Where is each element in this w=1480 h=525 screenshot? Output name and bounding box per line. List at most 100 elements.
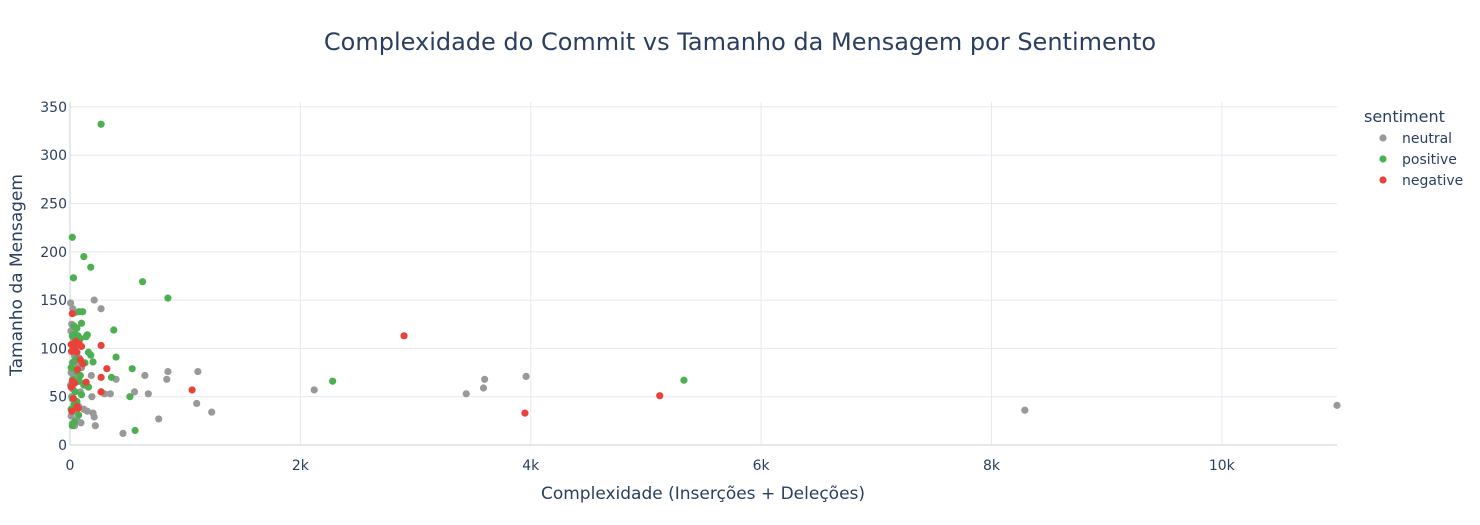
data-point-negative[interactable] [521, 409, 529, 417]
data-point-neutral[interactable] [1333, 401, 1341, 409]
data-point-positive[interactable] [68, 422, 76, 430]
data-point-neutral[interactable] [163, 375, 171, 383]
grid-layer [69, 102, 1337, 446]
data-point-positive[interactable] [164, 294, 172, 302]
y-tick-label: 350 [40, 100, 67, 116]
data-point-positive[interactable] [87, 351, 95, 359]
legend-title: sentiment [1364, 107, 1445, 126]
data-point-neutral[interactable] [208, 408, 216, 416]
legend-items: neutral positive negative [1379, 131, 1463, 189]
data-point-positive[interactable] [75, 411, 83, 419]
data-point-negative[interactable] [79, 360, 87, 368]
data-point-neutral[interactable] [193, 399, 201, 408]
data-point-positive[interactable] [76, 371, 84, 380]
data-point-positive[interactable] [69, 274, 78, 282]
data-point-neutral[interactable] [90, 413, 98, 421]
data-point-negative[interactable] [68, 309, 76, 318]
data-point-neutral[interactable] [90, 296, 98, 304]
data-point-positive[interactable] [79, 308, 87, 316]
data-point-neutral[interactable] [1021, 406, 1029, 414]
series-positive [67, 120, 688, 435]
data-point-positive[interactable] [71, 388, 79, 396]
data-point-neutral[interactable] [155, 415, 163, 423]
x-tick-label: 10k [1209, 458, 1236, 474]
data-point-positive[interactable] [69, 358, 78, 366]
data-point-negative[interactable] [97, 388, 105, 396]
data-point-neutral[interactable] [194, 367, 202, 376]
data-point-positive[interactable] [87, 263, 95, 271]
data-point-positive[interactable] [112, 353, 120, 361]
data-point-positive[interactable] [73, 324, 81, 332]
series-negative [67, 309, 664, 417]
data-point-neutral[interactable] [106, 390, 114, 398]
legend-label-negative[interactable]: negative [1402, 173, 1463, 189]
data-point-positive[interactable] [67, 364, 75, 372]
data-point-positive[interactable] [110, 326, 118, 334]
y-tick-label: 200 [40, 245, 67, 261]
data-point-negative[interactable] [82, 378, 90, 386]
data-point-neutral[interactable] [119, 429, 127, 438]
data-point-neutral[interactable] [144, 390, 152, 398]
chart-title: Complexidade do Commit vs Tamanho da Men… [324, 28, 1156, 56]
y-tick-label: 50 [49, 390, 67, 406]
legend-label-positive[interactable]: positive [1402, 152, 1457, 168]
y-axis-title: Tamanho da Mensagem [7, 174, 27, 377]
data-point-positive[interactable] [131, 426, 139, 435]
data-point-positive[interactable] [68, 233, 76, 241]
data-point-neutral[interactable] [91, 422, 99, 430]
data-point-positive[interactable] [107, 373, 116, 381]
data-point-positive[interactable] [329, 377, 337, 385]
data-point-neutral[interactable] [479, 384, 488, 392]
data-point-neutral[interactable] [77, 419, 85, 427]
data-point-neutral[interactable] [130, 388, 139, 396]
data-point-neutral[interactable] [164, 367, 172, 376]
legend-marker-neutral[interactable] [1379, 134, 1387, 142]
data-point-positive[interactable] [138, 278, 147, 286]
data-point-positive[interactable] [126, 393, 134, 401]
data-point-neutral[interactable] [141, 371, 149, 380]
legend: sentiment neutral positive negative [1364, 107, 1463, 189]
legend-marker-positive[interactable] [1379, 155, 1387, 163]
data-point-neutral[interactable] [66, 299, 75, 307]
data-point-positive[interactable] [680, 376, 688, 384]
data-point-negative[interactable] [97, 373, 105, 381]
data-point-negative[interactable] [188, 386, 196, 394]
data-point-negative[interactable] [73, 366, 82, 374]
data-point-negative[interactable] [74, 404, 82, 412]
data-point-negative[interactable] [67, 383, 75, 391]
legend-label-neutral[interactable]: neutral [1402, 131, 1452, 147]
data-point-neutral[interactable] [522, 372, 530, 380]
data-point-neutral[interactable] [83, 407, 91, 415]
series-neutral [66, 296, 1341, 438]
data-point-negative[interactable] [656, 392, 664, 400]
data-point-positive[interactable] [128, 365, 136, 373]
data-point-negative[interactable] [97, 341, 105, 350]
y-tick-label: 300 [40, 148, 67, 164]
data-point-neutral[interactable] [88, 393, 96, 401]
data-point-negative[interactable] [73, 348, 81, 356]
data-point-positive[interactable] [77, 391, 86, 399]
data-point-positive[interactable] [97, 120, 105, 128]
y-tick-label: 150 [40, 293, 67, 309]
data-point-neutral[interactable] [97, 305, 105, 313]
data-point-positive[interactable] [80, 252, 88, 261]
data-point-neutral[interactable] [310, 386, 318, 394]
data-point-positive[interactable] [82, 333, 90, 341]
y-tick-label: 0 [58, 438, 67, 454]
data-point-neutral[interactable] [481, 375, 489, 383]
data-point-neutral[interactable] [462, 390, 470, 398]
x-tick-label: 2k [292, 458, 310, 474]
data-point-negative[interactable] [69, 395, 78, 403]
data-point-positive[interactable] [77, 319, 86, 327]
x-tick-label: 8k [983, 458, 1001, 474]
y-tick-label: 250 [40, 196, 67, 212]
data-point-negative[interactable] [77, 342, 86, 351]
legend-marker-negative[interactable] [1379, 176, 1387, 184]
x-tick-label: 0 [66, 458, 75, 474]
data-point-negative[interactable] [103, 365, 111, 373]
data-point-negative[interactable] [400, 332, 408, 340]
data-point-negative[interactable] [68, 407, 76, 415]
data-point-neutral[interactable] [87, 371, 95, 380]
data-point-positive[interactable] [89, 358, 97, 366]
